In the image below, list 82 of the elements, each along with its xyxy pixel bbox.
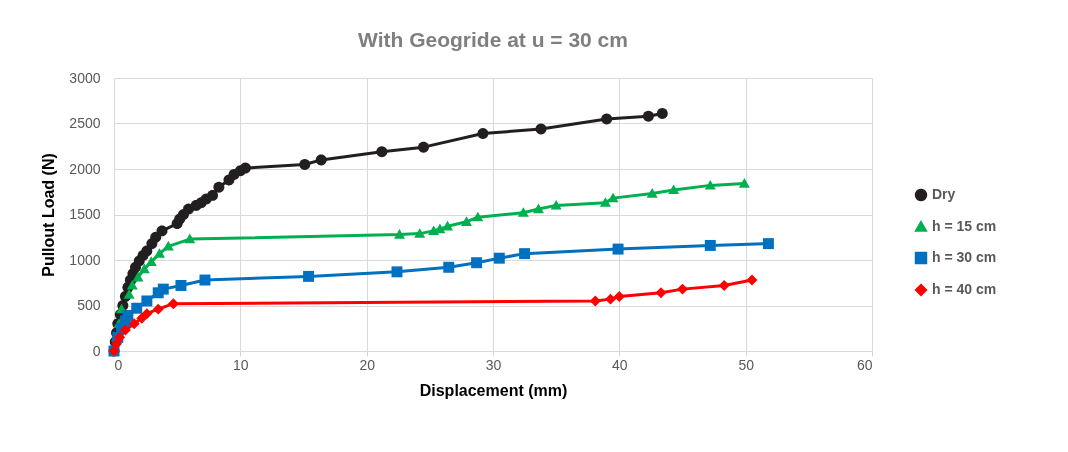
point <box>704 179 716 190</box>
point <box>656 108 668 119</box>
point <box>493 252 505 264</box>
legend-label: h = 30 cm <box>932 249 997 265</box>
point <box>138 263 150 274</box>
point <box>299 158 311 170</box>
point <box>601 113 613 125</box>
point <box>154 248 165 258</box>
point <box>162 240 174 251</box>
point <box>535 123 547 135</box>
x-tick-label: 60 <box>856 356 873 373</box>
y-tick-label: 2500 <box>69 115 101 131</box>
point <box>303 270 315 282</box>
point <box>391 266 403 278</box>
point <box>156 225 168 237</box>
point <box>157 283 169 295</box>
y-tick-label: 2000 <box>69 160 101 177</box>
point <box>738 178 750 188</box>
point <box>394 229 405 239</box>
point <box>704 239 716 251</box>
y-tick-label: 3000 <box>69 69 101 86</box>
chart-title: With Geogride at u = 30 cm <box>358 28 628 51</box>
point <box>239 162 251 174</box>
point <box>442 220 453 231</box>
point <box>605 293 616 305</box>
point <box>128 318 140 330</box>
point <box>175 280 187 291</box>
point <box>376 146 388 158</box>
point <box>646 188 658 198</box>
y-axis-title: Pullout Load (N) <box>40 153 58 277</box>
point <box>213 181 225 193</box>
point <box>414 228 426 238</box>
point <box>655 287 667 299</box>
point <box>122 310 134 321</box>
y-tick-label: 1500 <box>69 206 101 222</box>
legend-label: h = 40 cm <box>932 281 997 297</box>
point <box>517 207 529 217</box>
x-tick-label: 10 <box>233 356 249 373</box>
point <box>184 233 196 244</box>
legend-label: h = 15 cm <box>932 218 997 234</box>
point <box>668 184 680 195</box>
point <box>315 154 327 166</box>
point <box>207 189 219 201</box>
point <box>762 238 774 250</box>
point <box>612 243 624 255</box>
point <box>472 211 484 222</box>
x-tick-label: 20 <box>359 356 376 373</box>
point <box>131 302 143 314</box>
point <box>152 303 164 315</box>
point <box>167 298 179 310</box>
point <box>746 274 758 286</box>
y-tick-label: 500 <box>77 297 101 313</box>
point <box>443 261 455 273</box>
point <box>607 192 619 203</box>
x-tick-label: 30 <box>485 356 502 373</box>
point <box>550 199 562 210</box>
point <box>141 308 153 320</box>
y-tick-label: 0 <box>92 342 101 359</box>
point <box>471 257 483 269</box>
x-axis-title: Displacement (mm) <box>419 381 568 399</box>
point <box>718 280 730 291</box>
point <box>642 110 654 122</box>
x-tick-label: 0 <box>114 356 123 373</box>
point <box>199 274 211 286</box>
point <box>599 197 611 207</box>
point <box>460 216 472 226</box>
point <box>145 256 157 266</box>
point <box>418 141 429 153</box>
point <box>533 203 544 214</box>
point <box>150 231 162 243</box>
y-tick-label: 1000 <box>69 251 101 268</box>
point <box>477 128 489 139</box>
point <box>126 280 138 290</box>
point <box>677 283 688 295</box>
point <box>141 295 153 307</box>
legend-label: Dry <box>932 186 956 202</box>
point <box>123 289 135 299</box>
x-tick-label: 50 <box>738 356 755 373</box>
point <box>132 271 144 282</box>
x-tick-label: 40 <box>612 356 628 373</box>
point <box>613 290 625 302</box>
point <box>519 248 531 260</box>
